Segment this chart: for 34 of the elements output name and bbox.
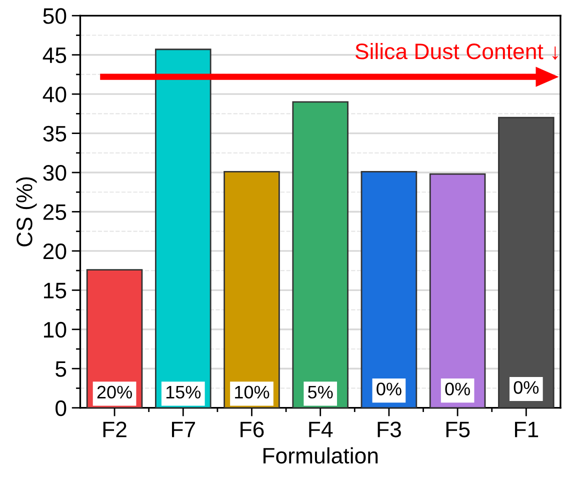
y-tick-label: 15 xyxy=(44,282,66,298)
y-tick-label: 20 xyxy=(43,243,66,260)
bar xyxy=(155,48,212,408)
y-tick-label: 45 xyxy=(42,48,66,64)
x-tick-label: F1 xyxy=(515,422,538,438)
x-tick-label: F2 xyxy=(103,422,126,438)
annotation: Silica Dust Content ↓ xyxy=(355,42,558,60)
y-axis-title: CS (%) xyxy=(16,177,37,246)
annotation: 10% xyxy=(235,386,270,399)
x-tick-label: F5 xyxy=(446,422,470,438)
bar xyxy=(360,171,418,408)
x-tick-label: F4 xyxy=(309,422,333,438)
y-tick-label: 0 xyxy=(56,400,66,416)
annotation: 0% xyxy=(514,381,539,394)
y-tick-label: 30 xyxy=(43,165,66,181)
y-tick-label: 5 xyxy=(56,361,66,377)
bar xyxy=(224,171,280,408)
bar xyxy=(429,173,486,408)
annotation: 20% xyxy=(97,386,132,399)
bar xyxy=(498,116,554,408)
annotation: 0% xyxy=(376,382,402,396)
y-tick-label: 25 xyxy=(43,204,66,220)
bar xyxy=(292,101,348,408)
annotation: 5% xyxy=(308,386,333,399)
y-tick-label: 35 xyxy=(43,126,66,142)
x-axis-title: Formulation xyxy=(264,447,378,464)
x-tick-label: F7 xyxy=(172,422,195,438)
x-tick-label: F6 xyxy=(240,422,264,438)
y-tick-label: 40 xyxy=(42,86,66,102)
annotation: 15% xyxy=(166,386,201,399)
y-tick-label: 10 xyxy=(44,322,66,338)
annotation: 0% xyxy=(445,382,470,396)
y-tick-label: 50 xyxy=(43,8,66,24)
x-tick-label: F3 xyxy=(378,422,401,438)
